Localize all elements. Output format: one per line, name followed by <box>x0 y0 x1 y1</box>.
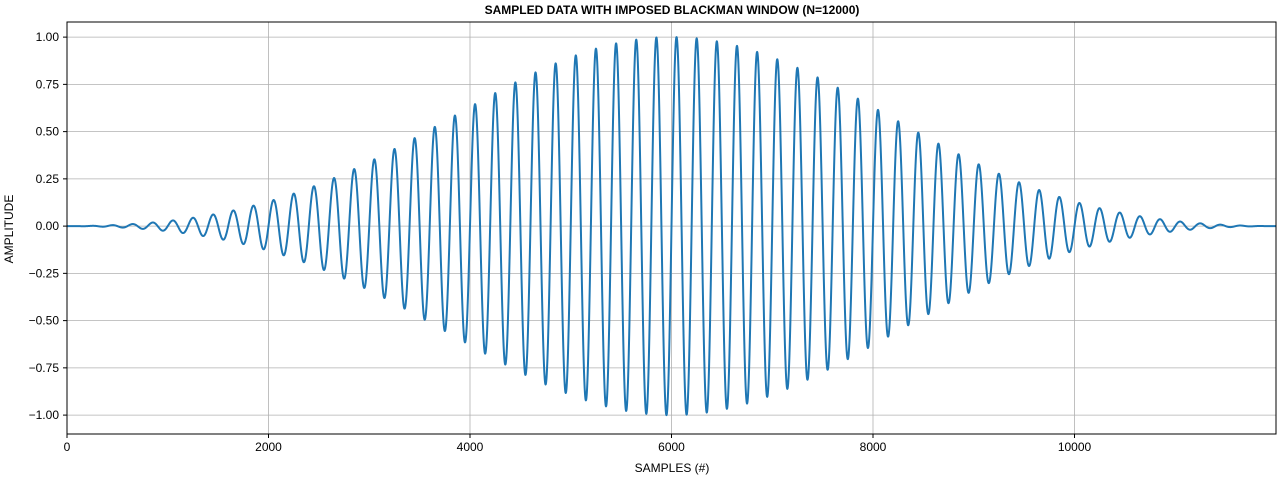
y-tick-label: 1.00 <box>36 30 60 44</box>
y-tick-label: −0.25 <box>29 266 60 280</box>
x-tick-label: 4000 <box>457 440 484 454</box>
x-tick-label: 8000 <box>860 440 887 454</box>
y-axis-label: AMPLITUDE <box>2 195 16 264</box>
y-tick-label: 0.00 <box>36 219 60 233</box>
y-axis: −1.00 −0.75 −0.50 −0.25 0.00 0.25 0.50 0.75 1.00 <box>29 30 67 422</box>
y-tick-label: 0.50 <box>36 125 60 139</box>
x-tick-label: 10000 <box>1058 440 1092 454</box>
y-tick-label: 0.25 <box>36 172 60 186</box>
x-axis: 0 2000 4000 6000 8000 10000 <box>64 434 1092 454</box>
y-tick-label: −0.75 <box>29 361 60 375</box>
y-tick-label: −0.50 <box>29 314 60 328</box>
chart-title: SAMPLED DATA WITH IMPOSED BLACKMAN WINDO… <box>485 3 860 17</box>
y-tick-label: 0.75 <box>36 77 60 91</box>
series-line <box>66 36 1277 417</box>
y-tick-label: −1.00 <box>29 408 60 422</box>
x-tick-label: 0 <box>64 440 71 454</box>
x-tick-label: 6000 <box>658 440 685 454</box>
x-axis-label: SAMPLES (#) <box>635 461 710 475</box>
x-tick-label: 2000 <box>255 440 282 454</box>
